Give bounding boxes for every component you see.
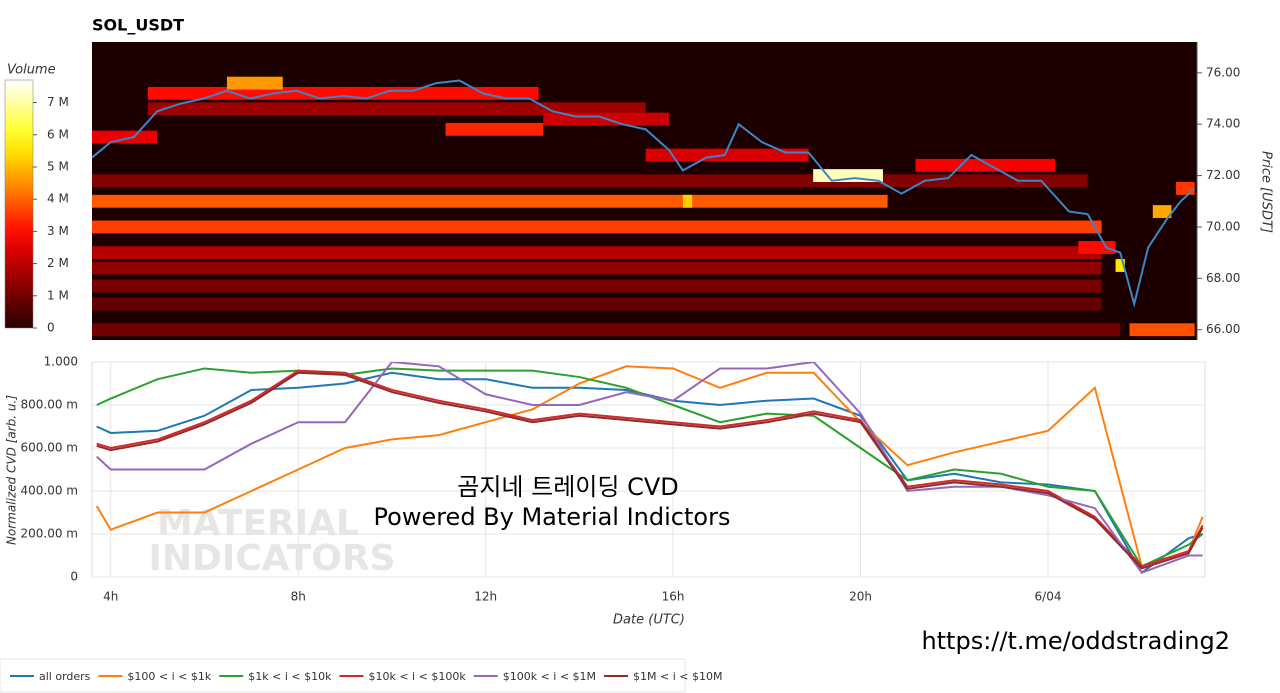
cvd-lines	[95, 362, 1204, 575]
y-tick-label: 400.00 m	[21, 484, 79, 498]
colorbar-tick-label: 5 M	[47, 159, 69, 173]
legend-label: $1M < i < $10M	[633, 670, 722, 683]
legend-label: $100k < i < $1M	[503, 670, 596, 683]
colorbar-tick-label: 0	[47, 321, 55, 335]
legend: all orders $100 < i < $1k $1k < i < $10k $1…	[10, 670, 722, 683]
x-tick-label: 8h	[291, 590, 306, 604]
heatmap-cell	[92, 194, 888, 208]
heatmap-cell	[682, 194, 693, 208]
price-line	[92, 79, 1196, 309]
heatmap-cell	[92, 279, 1102, 293]
cvd-line	[95, 365, 1204, 568]
legend-label: $100 < i < $1k	[127, 670, 211, 683]
y-tick-label: 200.00 m	[21, 527, 79, 541]
heatmap-cell	[92, 297, 1102, 311]
heatmap-layer	[92, 76, 1196, 337]
x-tick-label: 16h	[662, 590, 685, 604]
heatmap-cell	[92, 130, 158, 144]
caption: 곰지네 트레이딩 CVD	[457, 473, 678, 501]
legend-label: $1k < i < $10k	[248, 670, 332, 683]
cvd-line	[96, 371, 1204, 570]
heatmap-cell	[1176, 182, 1195, 195]
colorbar-label: Volume	[7, 63, 56, 78]
colorbar-tick-label: 6 M	[47, 127, 69, 141]
heatmap-cell	[226, 76, 283, 90]
heatmap-cell	[147, 102, 646, 116]
y-tick-label: 76.00	[1206, 65, 1240, 79]
caption: Powered By Material Indictors	[374, 503, 731, 531]
x-tick-label: 20h	[849, 590, 872, 604]
heatmap-cell	[1152, 205, 1172, 218]
colorbar-tick-label: 3 M	[47, 224, 69, 238]
y-tick-label: 800.00 m	[21, 398, 79, 412]
chart-title: SOL_USDT	[92, 16, 184, 35]
x-tick-label: 4h	[103, 590, 118, 604]
heatmap-cell	[92, 174, 1088, 188]
y-tick-label: 66.00	[1206, 322, 1240, 336]
heatmap-cell	[92, 246, 1102, 260]
colorbar-tick-label: 4 M	[47, 192, 69, 206]
y-tick-label: 0	[70, 570, 78, 584]
link[interactable]: https://t.me/oddstrading2	[921, 627, 1230, 655]
x-tick-label: 6/04	[1035, 590, 1062, 604]
x-tick-label: 12h	[474, 590, 497, 604]
heatmap-cell	[92, 220, 1102, 234]
colorbar-tick-label: 7 M	[47, 95, 69, 109]
colorbar	[4, 79, 34, 329]
cvd-line	[96, 369, 1204, 568]
y-tick-label: 68.00	[1206, 271, 1240, 285]
y-tick-label: 600.00 m	[21, 441, 79, 455]
x-axis-label: Date (UTC)	[613, 613, 685, 628]
watermark: MATERIAL	[157, 503, 359, 544]
y-tick-label: 70.00	[1206, 219, 1240, 233]
legend-label: all orders	[39, 670, 91, 683]
heatmap-cell	[92, 261, 1102, 275]
heatmap-cell	[1115, 259, 1125, 272]
colorbar-tick-label: 1 M	[47, 288, 69, 302]
legend-label: $10k < i < $100k	[368, 670, 466, 683]
heatmap-cell	[1078, 241, 1116, 254]
cvd-axis-label: Normalized CVD [arb. u.]	[5, 395, 19, 545]
watermark: INDICATORS	[148, 538, 395, 579]
heatmap-cell	[1129, 323, 1195, 337]
heatmap-cell	[445, 122, 544, 136]
heatmap-cell	[92, 323, 1121, 337]
colorbar-tick-label: 2 M	[47, 256, 69, 270]
heatmap-cell	[915, 158, 1056, 172]
heatmap-cell	[645, 148, 809, 162]
y-tick-label: 74.00	[1206, 117, 1240, 131]
price-axis-label: Price [USDT]	[1259, 151, 1274, 233]
y-tick-label: 1.000	[44, 355, 78, 369]
cvd-line	[96, 362, 1203, 574]
y-tick-label: 72.00	[1206, 168, 1240, 182]
